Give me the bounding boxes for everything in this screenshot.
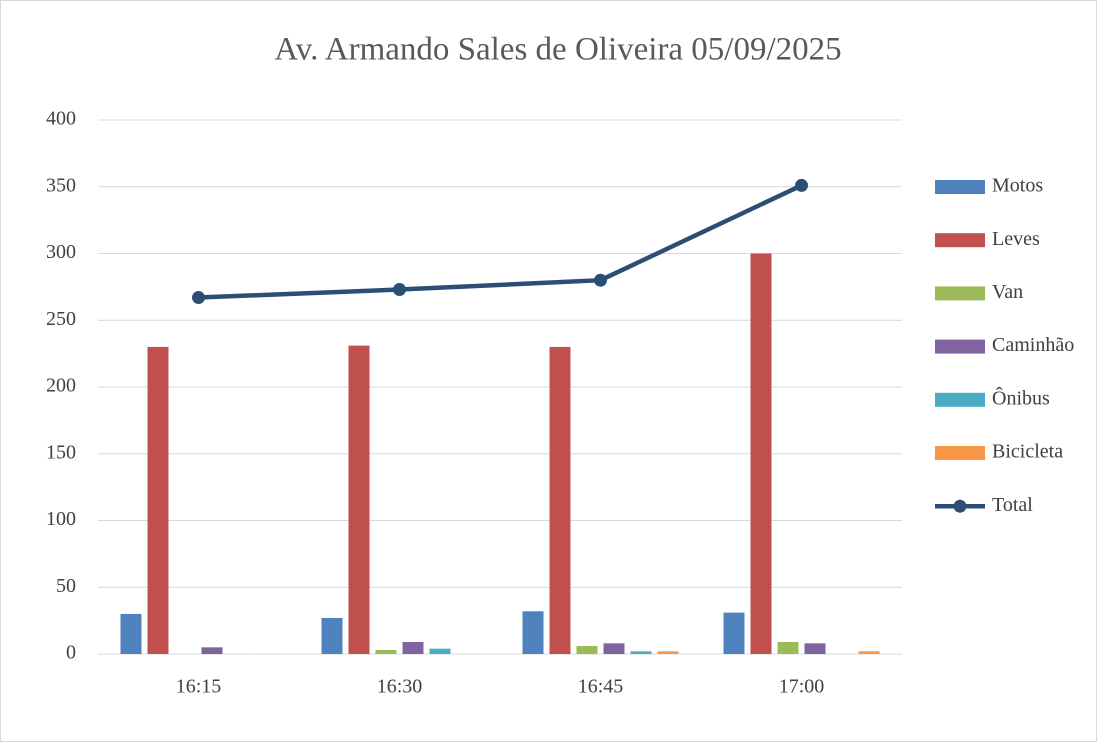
bar — [522, 611, 544, 654]
legend-label: Total — [992, 494, 1033, 516]
bar — [402, 641, 424, 654]
y-tick-label: 300 — [46, 241, 76, 263]
bar — [375, 649, 397, 654]
x-tick-label: 16:45 — [578, 676, 624, 698]
bar — [723, 612, 745, 654]
bar — [750, 253, 772, 654]
bar — [603, 643, 625, 654]
bar — [147, 346, 169, 654]
bar — [120, 613, 142, 654]
bar — [858, 651, 880, 654]
line-point — [192, 291, 205, 305]
x-tick-label: 17:00 — [779, 676, 825, 698]
y-tick-label: 350 — [46, 174, 76, 196]
legend-swatch — [935, 446, 985, 460]
legend-label: Leves — [992, 228, 1040, 250]
bar — [630, 651, 652, 654]
legend-label: Caminhão — [992, 334, 1074, 356]
line-point — [795, 178, 808, 192]
bar — [777, 641, 799, 654]
bar — [321, 617, 343, 654]
chart-title: Av. Armando Sales de Oliveira 05/09/2025 — [274, 32, 841, 68]
bar — [201, 647, 223, 654]
line-point — [594, 273, 607, 287]
legend-swatch — [935, 339, 985, 354]
y-tick-label: 100 — [46, 508, 76, 530]
y-tick-label: 150 — [46, 441, 76, 463]
legend-label: Ônibus — [992, 385, 1050, 409]
x-tick-label: 16:30 — [377, 676, 423, 698]
bar — [348, 345, 370, 654]
y-tick-label: 50 — [56, 575, 76, 597]
y-tick-label: 250 — [46, 308, 76, 330]
bar — [804, 643, 826, 654]
legend-label: Bicicleta — [992, 441, 1063, 463]
y-tick-label: 200 — [46, 375, 76, 397]
legend-swatch — [935, 286, 985, 301]
legend-marker — [953, 499, 967, 513]
bar — [576, 645, 598, 654]
legend-swatch — [935, 233, 985, 248]
legend-swatch — [935, 392, 985, 407]
line — [198, 183, 803, 300]
y-tick-label: 0 — [66, 642, 76, 664]
y-tick-label: 400 — [46, 108, 76, 130]
line-point — [393, 283, 406, 297]
legend-label: Van — [992, 281, 1023, 303]
legend-swatch — [935, 180, 985, 194]
legend-label: Motos — [992, 175, 1043, 197]
x-tick-label: 16:15 — [176, 676, 222, 698]
bar — [429, 648, 451, 654]
bar — [549, 346, 571, 654]
bar — [657, 651, 679, 654]
